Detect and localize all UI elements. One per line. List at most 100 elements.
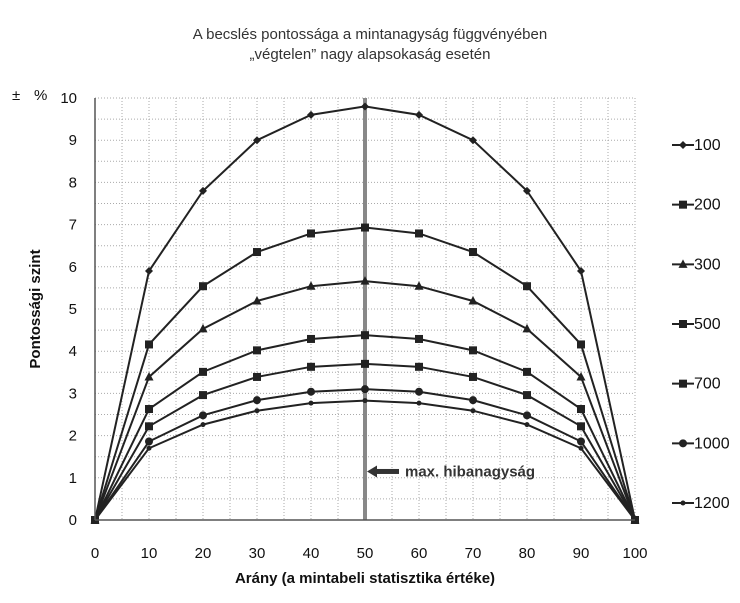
data-point-300 (576, 371, 586, 381)
annotation-arrow-shaft (377, 468, 399, 474)
data-point-1200 (254, 408, 260, 414)
data-point-300 (144, 371, 154, 381)
data-point-1200 (200, 422, 206, 428)
data-point-1000 (469, 396, 477, 405)
data-point-100 (577, 267, 585, 276)
data-point-1000 (253, 396, 261, 405)
x-tick-label: 50 (357, 545, 374, 562)
data-point-200 (361, 223, 369, 232)
data-point-500 (253, 346, 261, 355)
data-point-700 (199, 391, 207, 400)
data-point-500 (307, 334, 315, 343)
data-point-300 (198, 323, 208, 333)
data-point-300 (522, 323, 532, 333)
data-point-300 (414, 281, 424, 290)
y-tick-label: 0 (69, 512, 77, 529)
x-tick-label: 100 (622, 545, 647, 562)
data-point-300 (306, 281, 316, 290)
legend-marker (680, 500, 686, 506)
data-point-1200 (362, 398, 368, 404)
x-tick-label: 0 (91, 545, 99, 562)
data-point-1000 (577, 437, 585, 446)
data-point-100 (307, 110, 315, 119)
data-point-1200 (470, 408, 476, 414)
data-point-500 (361, 331, 369, 340)
legend-item-700: 700 (672, 376, 721, 393)
data-point-1000 (199, 411, 207, 420)
legend-label: 500 (694, 316, 721, 333)
data-point-100 (523, 186, 531, 195)
chart-title-line-2: „végtelen” nagy alapsokaság esetén (249, 46, 491, 63)
data-point-700 (415, 362, 423, 371)
data-point-500 (523, 367, 531, 376)
data-point-500 (469, 346, 477, 355)
y-axis-label: Pontossági szint (27, 249, 44, 368)
y-tick-label: 9 (69, 132, 77, 149)
y-tick-label: 5 (69, 301, 77, 318)
data-point-1000 (415, 387, 423, 396)
x-tick-label: 20 (195, 545, 212, 562)
data-point-200 (415, 229, 423, 238)
y-tick-label: 3 (69, 385, 77, 402)
data-point-100 (361, 102, 369, 111)
data-point-200 (199, 282, 207, 291)
data-point-200 (253, 248, 261, 257)
data-point-300 (360, 276, 370, 285)
axes (94, 98, 635, 521)
y-tick-label: 4 (69, 343, 77, 360)
series-1200 (92, 398, 638, 523)
y-tick-label: 8 (69, 174, 77, 191)
legend-marker (679, 320, 687, 328)
legend-item-1000: 1000 (672, 435, 730, 452)
data-point-700 (145, 422, 153, 431)
data-point-700 (523, 391, 531, 400)
data-point-1200 (524, 422, 530, 428)
data-point-500 (199, 367, 207, 376)
legend-item-200: 200 (672, 197, 721, 214)
x-tick-label: 80 (519, 545, 536, 562)
data-point-700 (469, 372, 477, 381)
legend-marker (679, 439, 687, 448)
data-point-300 (252, 295, 262, 305)
data-point-1200 (416, 400, 422, 406)
legend-label: 1200 (694, 495, 730, 512)
data-point-500 (145, 405, 153, 414)
data-point-100 (145, 267, 153, 276)
legend-item-100: 100 (672, 137, 721, 154)
x-tick-label: 90 (573, 545, 590, 562)
data-point-1000 (523, 411, 531, 420)
legend: 100 200 300 500 700 1000 1200 (672, 137, 730, 512)
annotation: max. hibanagyság (367, 463, 535, 480)
legend-label: 1000 (694, 435, 730, 452)
legend-label: 200 (694, 197, 721, 214)
data-point-200 (307, 229, 315, 238)
data-point-300 (468, 295, 478, 305)
data-point-1000 (361, 385, 369, 394)
annotation-text: max. hibanagyság (405, 463, 535, 480)
data-point-700 (253, 372, 261, 381)
legend-item-1200: 1200 (672, 495, 730, 512)
data-point-100 (469, 136, 477, 145)
data-point-700 (307, 362, 315, 371)
series-lines (90, 102, 640, 524)
data-point-1000 (145, 437, 153, 446)
data-point-1200 (308, 400, 314, 406)
chart-title-line-1: A becslés pontossága a mintanagyság függ… (192, 26, 548, 43)
data-point-100 (415, 110, 423, 119)
data-point-1000 (307, 387, 315, 396)
annotation-arrow-head (367, 465, 377, 478)
y-tick-label: 1 (69, 470, 77, 487)
x-tick-label: 60 (411, 545, 428, 562)
legend-item-500: 500 (672, 316, 721, 333)
legend-label: 700 (694, 376, 721, 393)
data-point-200 (145, 340, 153, 349)
y-tick-label: 2 (69, 428, 77, 445)
data-point-700 (577, 422, 585, 431)
x-tick-label: 70 (465, 545, 482, 562)
data-point-1200 (146, 445, 152, 451)
data-point-500 (577, 405, 585, 414)
x-axis-label: Arány (a mintabeli statisztika értéke) (235, 570, 495, 587)
y-tick-label: 6 (69, 259, 77, 276)
